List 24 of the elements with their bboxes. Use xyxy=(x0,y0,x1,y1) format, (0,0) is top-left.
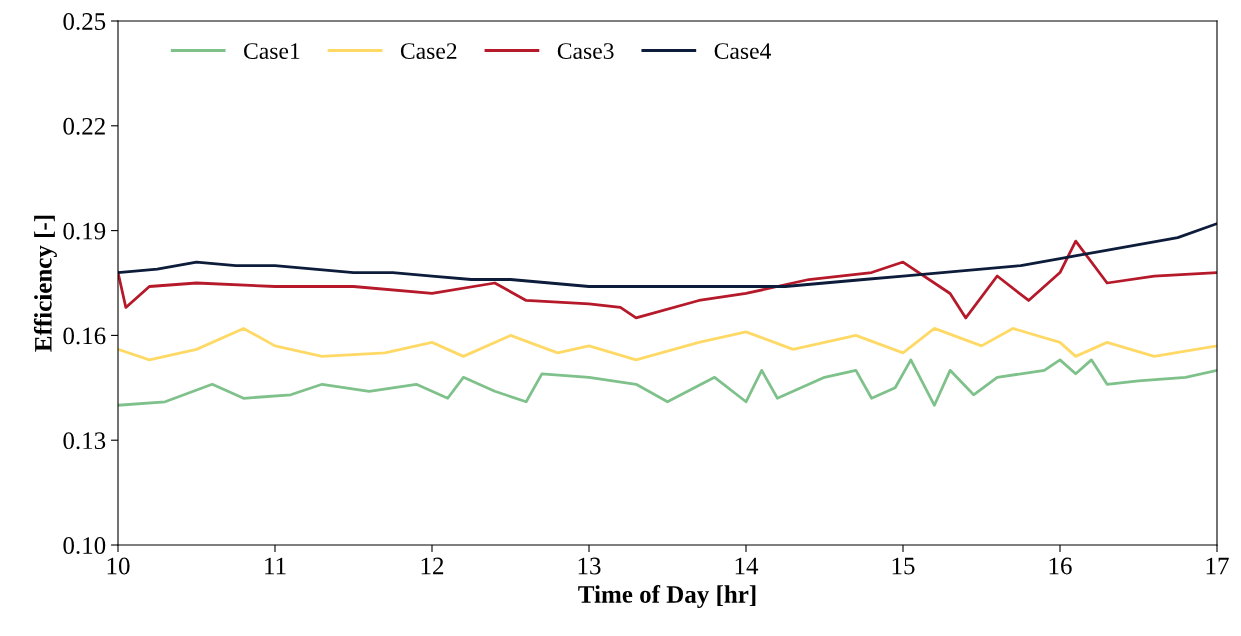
y-tick-label: 0.22 xyxy=(63,117,105,135)
line-series xyxy=(118,327,1217,362)
x-tick-label: 13 xyxy=(578,557,601,575)
x-tick-label: 15 xyxy=(892,557,915,575)
legend-label: Case4 xyxy=(714,43,772,60)
x-axis-title: Time of Day [hr] xyxy=(578,585,756,609)
x-tick-label: 12 xyxy=(421,557,444,575)
legend-label: Case1 xyxy=(244,43,300,60)
y-tick-label: 0.10 xyxy=(63,537,106,555)
x-tick-label: 10 xyxy=(107,557,130,575)
x-tick-label: 17 xyxy=(1206,557,1229,575)
legend-label: Case3 xyxy=(557,43,614,60)
x-tick-label: 11 xyxy=(265,557,286,575)
y-tick-label: 0.16 xyxy=(63,327,106,345)
y-tick-label: 0.19 xyxy=(63,222,106,240)
y-axis-title: Efficiency [-] xyxy=(33,215,57,352)
x-tick-label: 14 xyxy=(735,557,759,575)
legend-label: Case2 xyxy=(400,43,457,60)
line-series xyxy=(118,239,1217,320)
y-tick-label: 0.13 xyxy=(63,432,106,450)
y-tick-label: 0.25 xyxy=(63,13,106,31)
line-series xyxy=(118,222,1217,288)
x-tick-label: 16 xyxy=(1049,557,1072,575)
line-series xyxy=(118,358,1217,407)
